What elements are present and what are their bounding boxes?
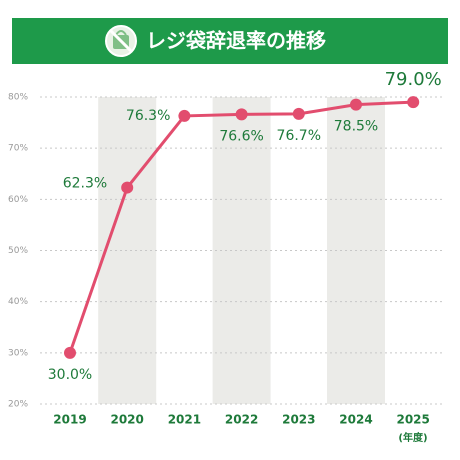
data-point <box>407 96 420 109</box>
data-label: 76.7% <box>277 128 321 144</box>
x-tick-label: 2022 <box>225 413 258 427</box>
y-tick-label: 40% <box>8 297 28 307</box>
data-label: 76.3% <box>126 108 170 124</box>
x-tick-label: 2024 <box>339 413 372 427</box>
data-label: 79.0% <box>385 69 442 90</box>
chart-title: レジ袋辞退率の推移 <box>146 29 326 53</box>
data-label: 30.0% <box>48 367 92 383</box>
data-point <box>121 181 134 194</box>
y-tick-label: 50% <box>8 246 28 256</box>
title-banner <box>12 18 448 64</box>
x-tick-label: 2019 <box>53 413 86 427</box>
y-tick-label: 70% <box>8 144 28 154</box>
y-tick-label: 30% <box>8 348 28 358</box>
x-axis-label: (年度) <box>398 431 427 444</box>
title-icon <box>105 25 137 57</box>
x-tick-label: 2021 <box>168 413 201 427</box>
data-point <box>235 108 248 121</box>
data-point <box>64 346 76 359</box>
data-point <box>178 109 191 122</box>
x-tick-label: 2023 <box>282 413 315 427</box>
x-tick-label: 2025 <box>396 413 429 427</box>
y-tick-label: 20% <box>8 400 28 410</box>
data-label: 62.3% <box>63 176 107 192</box>
data-label: 76.6% <box>219 128 263 144</box>
data-point <box>350 98 362 111</box>
data-point <box>292 107 305 120</box>
y-tick-label: 60% <box>8 195 28 205</box>
data-label: 78.5% <box>334 119 378 135</box>
x-tick-label: 2020 <box>110 413 143 427</box>
y-tick-label: 80% <box>8 93 28 103</box>
